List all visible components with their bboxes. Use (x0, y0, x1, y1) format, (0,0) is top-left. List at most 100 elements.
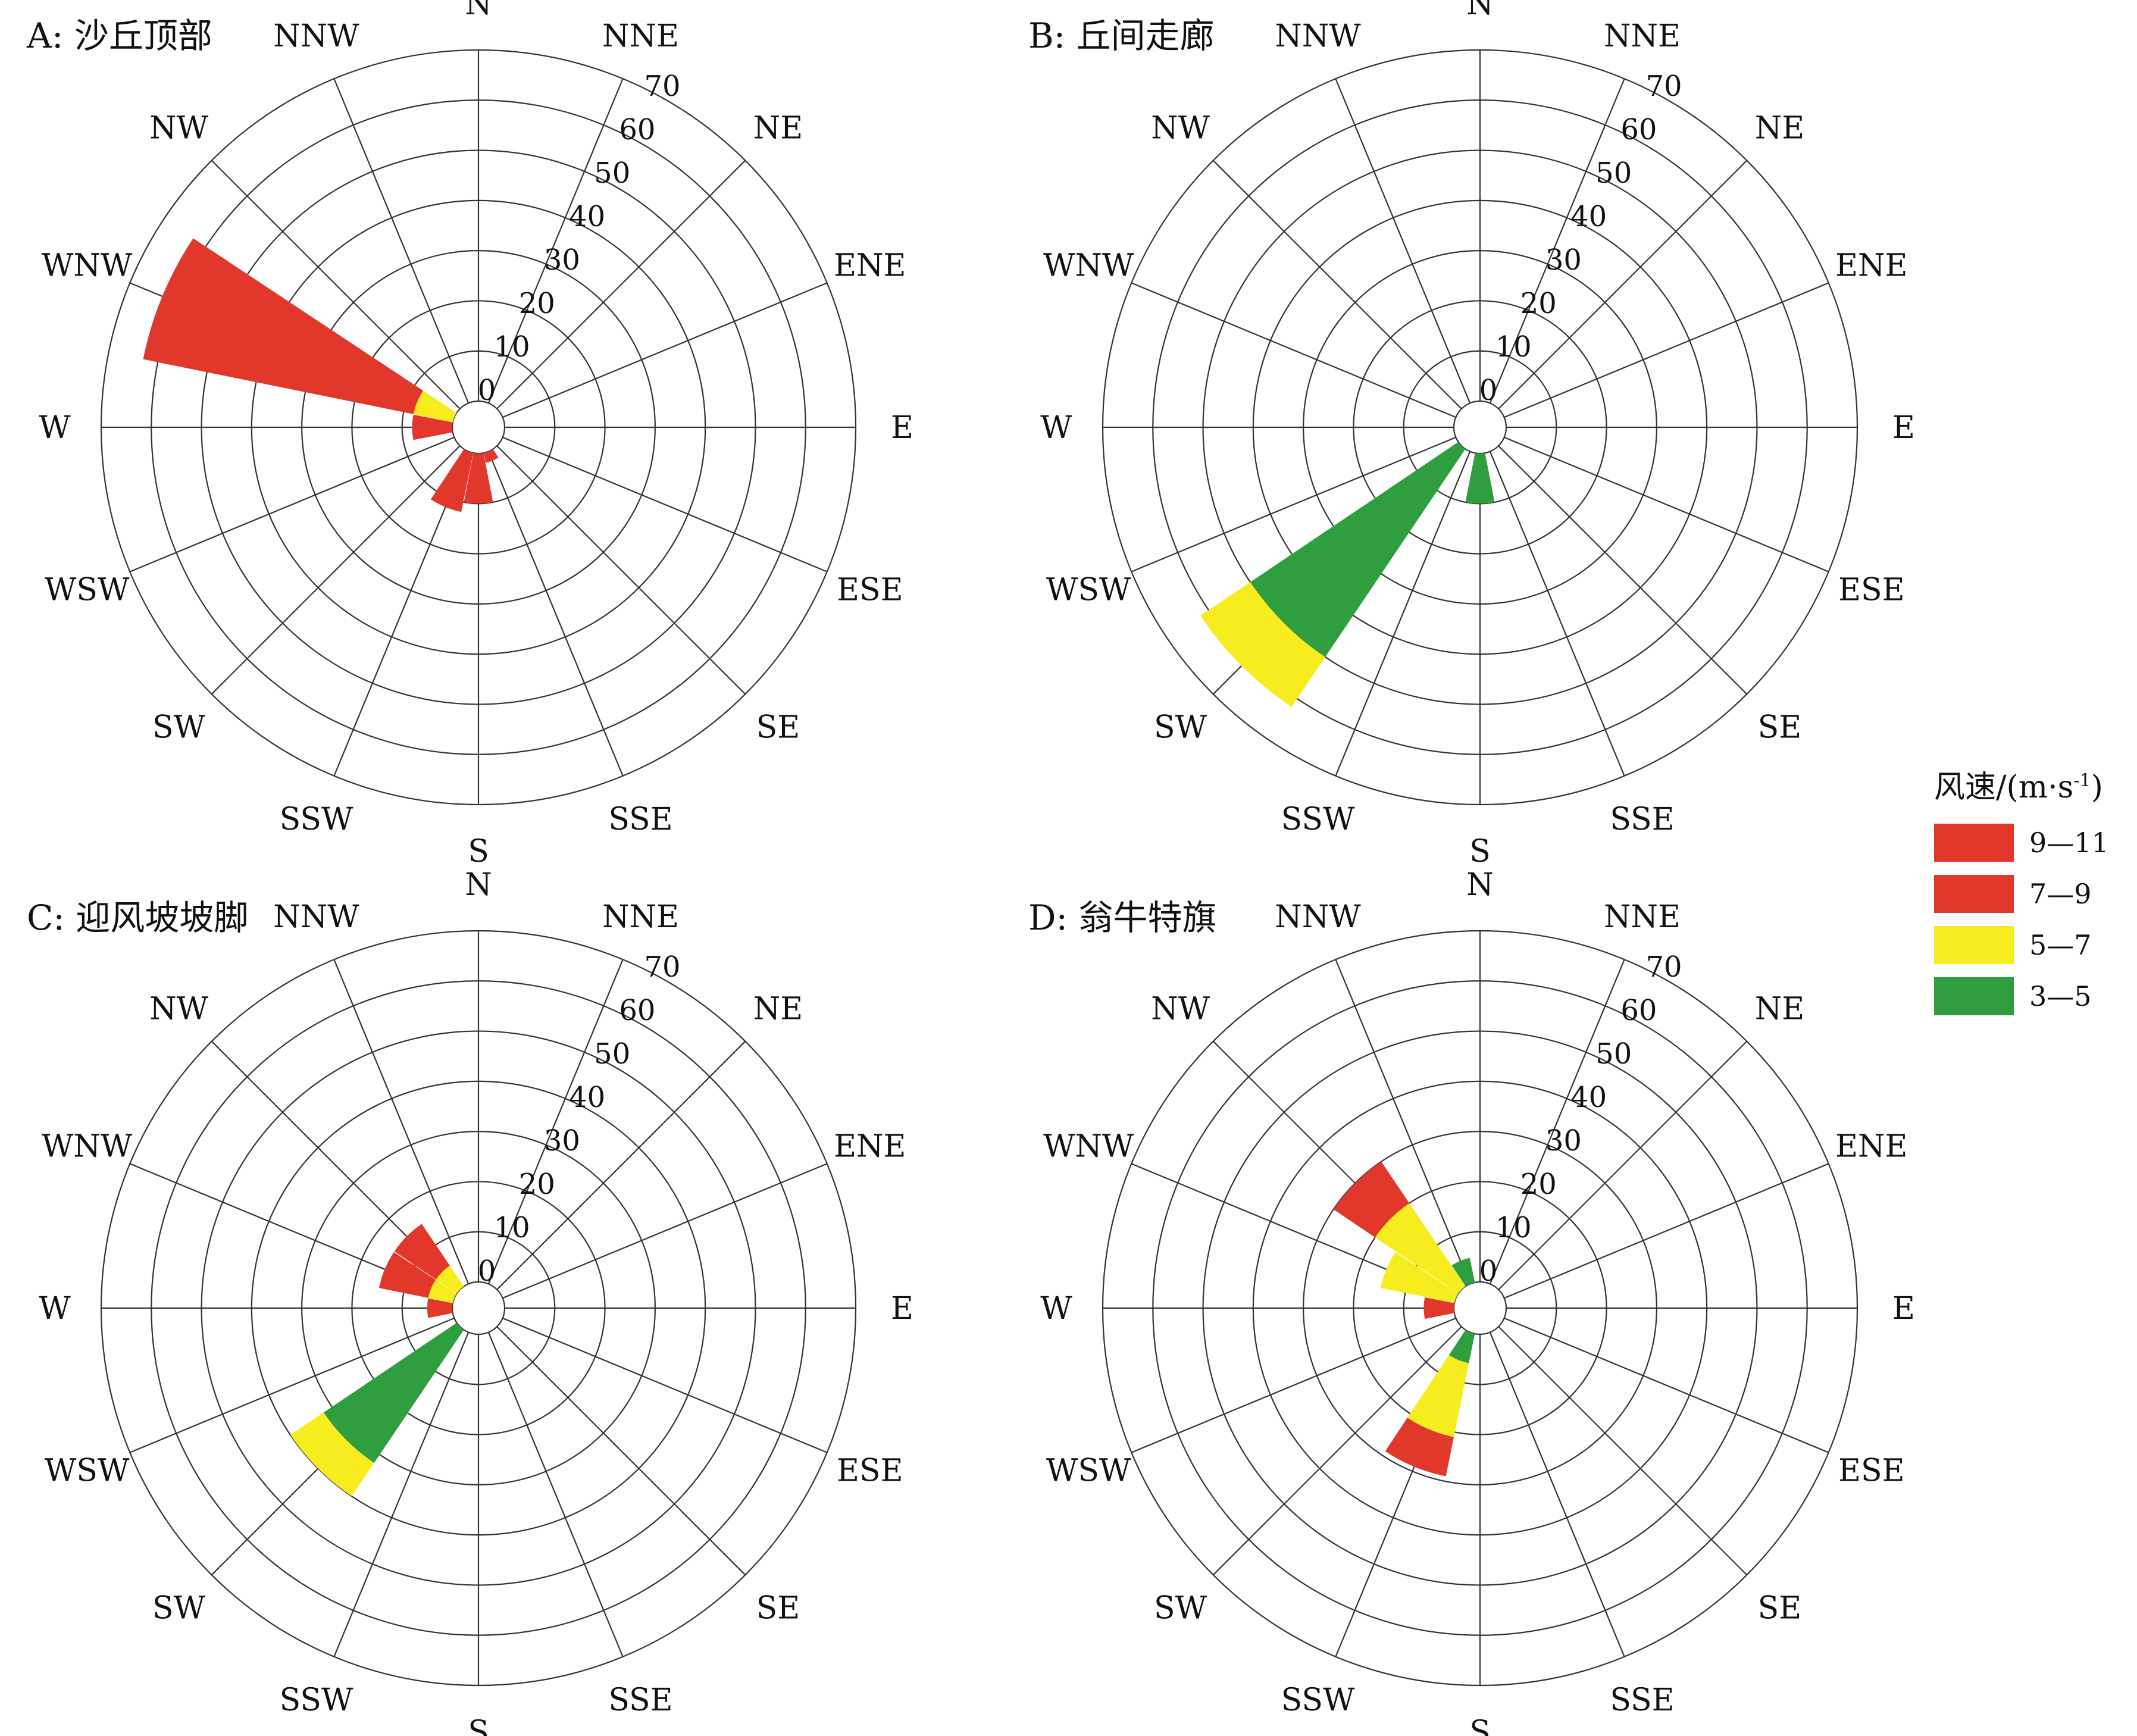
panel-title: B: 丘间走廊 (1028, 15, 1215, 56)
radial-tick-label: 10 (494, 330, 530, 364)
grid-spoke (1212, 1326, 1462, 1576)
grid-spoke (496, 445, 746, 695)
grid-spoke (211, 445, 461, 695)
grid-spoke (1498, 1326, 1748, 1576)
direction-label: ENE (834, 248, 906, 284)
radial-tick-label: 0 (1479, 1255, 1498, 1288)
direction-label: NNE (602, 18, 679, 54)
direction-label: SSW (280, 802, 353, 837)
direction-label: W (39, 1291, 71, 1327)
grid-spoke (1131, 436, 1456, 573)
radial-tick-label: 20 (1520, 287, 1557, 320)
wind-petal (428, 1280, 457, 1303)
grid-spoke (487, 959, 624, 1284)
direction-label: SW (1154, 1590, 1207, 1626)
radial-tick-label: 0 (1479, 374, 1498, 407)
grid-spoke (502, 1163, 828, 1299)
grid-spoke (496, 159, 746, 409)
direction-label: NE (753, 991, 803, 1027)
radial-tick-label: 50 (1595, 157, 1632, 190)
grid-spoke (1489, 959, 1625, 1284)
direction-label: E (1892, 1291, 1915, 1327)
grid-spoke (487, 451, 624, 777)
wind-petal (412, 414, 453, 440)
grid-ring (451, 1281, 506, 1335)
grid-spoke (129, 436, 455, 573)
wind-petal (323, 1322, 464, 1463)
panel-title: D: 翁牛特旗 (1028, 897, 1216, 938)
direction-label: WNW (42, 1129, 133, 1165)
grid-spoke (487, 1332, 624, 1657)
direction-label: SSE (608, 1682, 672, 1718)
direction-label: SSW (1281, 802, 1355, 837)
wind-petal (427, 1298, 453, 1318)
direction-label: NW (149, 111, 209, 146)
grid-spoke (129, 1317, 455, 1453)
legend-label: 5—7 (2029, 929, 2092, 961)
wind-petal (290, 1412, 374, 1497)
direction-label: WSW (1046, 1453, 1131, 1488)
legend-label: 7—9 (2029, 878, 2092, 910)
legend-swatch (1934, 824, 2014, 862)
grid-spoke (1498, 445, 1748, 695)
direction-label: WNW (1043, 248, 1134, 284)
grid-spoke (496, 1040, 746, 1290)
grid-spoke (1504, 282, 1829, 418)
radial-tick-label: 30 (544, 1124, 580, 1158)
direction-label: ENE (1835, 248, 1907, 284)
direction-label: E (1892, 410, 1915, 446)
radial-tick-label: 60 (619, 113, 655, 146)
grid-spoke (1335, 451, 1471, 777)
direction-label: NNE (1604, 899, 1681, 935)
direction-label: SW (1154, 709, 1207, 745)
panel-title: A: 沙丘顶部 (26, 15, 212, 56)
grid-spoke (1489, 451, 1625, 777)
direction-label: NNW (273, 899, 359, 935)
radial-tick-label: 20 (1520, 1168, 1557, 1201)
direction-label: SSW (280, 1682, 353, 1718)
direction-label: S (468, 1715, 489, 1736)
radial-tick-label: 50 (1595, 1037, 1632, 1071)
grid-spoke (487, 78, 624, 403)
radial-tick-label: 60 (619, 994, 655, 1027)
direction-label: SSE (1610, 1682, 1674, 1718)
grid-spoke (1335, 78, 1471, 403)
grid-spoke (211, 159, 461, 409)
direction-label: NE (1755, 111, 1804, 146)
radial-tick-label: 20 (519, 1168, 555, 1201)
legend-swatch (1934, 875, 2014, 913)
radial-tick-label: 10 (494, 1211, 530, 1244)
legend-swatch (1934, 977, 2014, 1015)
grid-spoke (1504, 1163, 1829, 1299)
grid-spoke (1212, 159, 1462, 409)
radial-tick-label: 50 (594, 1037, 630, 1071)
radial-tick-label: 70 (644, 950, 680, 984)
legend-swatch (1934, 926, 2014, 964)
legend-label: 9—11 (2029, 827, 2109, 859)
grid-spoke (1489, 1332, 1625, 1657)
wind-petal (1451, 1258, 1475, 1287)
direction-label: WSW (45, 572, 130, 608)
grid-spoke (502, 436, 828, 573)
wind-petal (143, 238, 424, 414)
wind-petal (378, 1252, 436, 1298)
radial-tick-label: 0 (478, 374, 496, 407)
direction-label: NW (149, 991, 209, 1027)
direction-label: N (465, 867, 492, 903)
direction-label: S (468, 834, 489, 869)
wind-petal (1407, 1355, 1469, 1437)
legend-item: 9—11 (1934, 817, 2130, 868)
radial-tick-label: 70 (1645, 950, 1682, 984)
radial-tick-label: 30 (544, 243, 580, 277)
legend-item: 3—5 (1934, 971, 2130, 1022)
wind-petal (1448, 1330, 1475, 1363)
grid-spoke (502, 282, 828, 418)
direction-label: S (1469, 1715, 1491, 1736)
legend: 风速/(m·s-1) 9—11 7—9 5—7 3—5 (1934, 762, 2130, 1022)
direction-label: SE (756, 709, 800, 745)
wind-rose-panel-a: 0 10 20 30 40 50 60 70 N NNE NE ENE E ESE SE SSE S SSW SW W… (26, 0, 913, 869)
direction-label: SE (1758, 1590, 1802, 1626)
direction-label: SSW (1281, 1682, 1355, 1718)
grid-ring (1453, 1281, 1507, 1335)
